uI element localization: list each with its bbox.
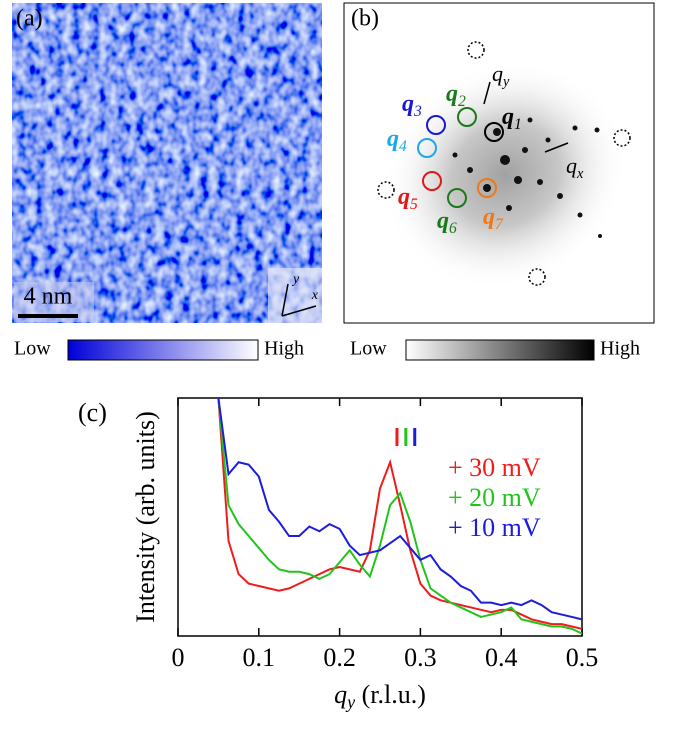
- series-line: [217, 398, 582, 635]
- scale-label: 4 nm: [24, 284, 73, 310]
- x-tick-label: 0.5: [566, 643, 599, 672]
- legend-entry: + 30 mV: [448, 453, 541, 482]
- q-label: q6: [437, 208, 457, 237]
- q-subscript: 4: [399, 138, 407, 155]
- q-label: qy: [492, 61, 510, 90]
- q-symbol: q: [398, 184, 410, 210]
- q-circle: [426, 115, 446, 135]
- panel-c: (c) Intensity (arb. units) qy (r.l.u.): [78, 397, 583, 712]
- x-axis-label: qy (r.l.u.): [334, 680, 426, 712]
- panel-a: (a) 4 nm y x Low High: [12, 3, 322, 361]
- colorbar-high: High: [600, 338, 640, 360]
- q-subscript: y: [501, 74, 510, 90]
- q-label: qx: [566, 153, 584, 182]
- colorbar: [67, 339, 259, 361]
- q-circle: [477, 178, 497, 198]
- axis-y: y: [291, 272, 300, 287]
- fft-spots: [452, 117, 602, 238]
- q-symbol: q: [387, 126, 399, 152]
- x-label-symbol: q: [334, 680, 347, 709]
- plot-frame: [177, 397, 583, 637]
- q-subscript: 3: [413, 103, 422, 120]
- series-line: [217, 398, 582, 621]
- x-tick-label: 0.3: [404, 643, 437, 672]
- x-label-sub: y: [345, 692, 355, 712]
- panel-label: (b): [351, 6, 379, 32]
- q-label: q4: [387, 126, 407, 155]
- colorbar-low: Low: [350, 338, 387, 360]
- panel-label: (a): [16, 6, 43, 32]
- q-symbol: q: [446, 81, 458, 107]
- q-subscript: 1: [514, 116, 522, 133]
- x-tick-label: 0: [172, 643, 185, 672]
- series-line: [217, 398, 582, 630]
- q-circle: [417, 138, 437, 158]
- legend-entry: + 10 mV: [448, 513, 541, 542]
- q-symbol: q: [437, 208, 449, 234]
- fft-blob: [383, 61, 627, 289]
- axis-x: x: [311, 288, 319, 303]
- q-symbol: q: [502, 104, 514, 130]
- q-label: q2: [446, 81, 466, 110]
- q-circle: [447, 188, 467, 208]
- dashed-circles: [377, 41, 631, 286]
- q-subscript: x: [576, 166, 584, 182]
- axes-arrows: [281, 283, 317, 317]
- q-circle: [457, 107, 477, 127]
- lines: [217, 398, 582, 635]
- q-subscript: 7: [495, 216, 504, 233]
- x-tick-label: 0.1: [243, 643, 276, 672]
- q-circle: [422, 171, 442, 191]
- q-label: q1: [502, 104, 522, 133]
- colorbar: [405, 339, 595, 361]
- q-label: q7: [483, 204, 504, 233]
- panel-label: (c): [78, 398, 107, 427]
- axes-bg: [268, 268, 322, 323]
- q-symbol: q: [492, 61, 503, 86]
- y-axis-label: Intensity (arb. units): [131, 411, 160, 623]
- colorbar-low: Low: [14, 338, 51, 360]
- x-tick-label: 0.4: [485, 643, 518, 672]
- x-tick-label: 0.2: [323, 643, 356, 672]
- q-symbol: q: [566, 153, 577, 178]
- x-label-unit: (r.l.u.): [355, 680, 426, 709]
- q-label: q5: [398, 184, 418, 213]
- legend-entry: + 20 mV: [448, 483, 541, 512]
- q-subscript: 2: [458, 93, 466, 110]
- q-subscript: 5: [410, 196, 418, 213]
- q-subscript: 6: [449, 220, 457, 237]
- colorbar-high: High: [264, 338, 304, 360]
- q-symbol: q: [402, 91, 414, 117]
- q-circle: [484, 122, 504, 142]
- q-label: q3: [402, 91, 422, 120]
- q-symbol: q: [483, 204, 495, 230]
- q-arrows: [483, 81, 569, 153]
